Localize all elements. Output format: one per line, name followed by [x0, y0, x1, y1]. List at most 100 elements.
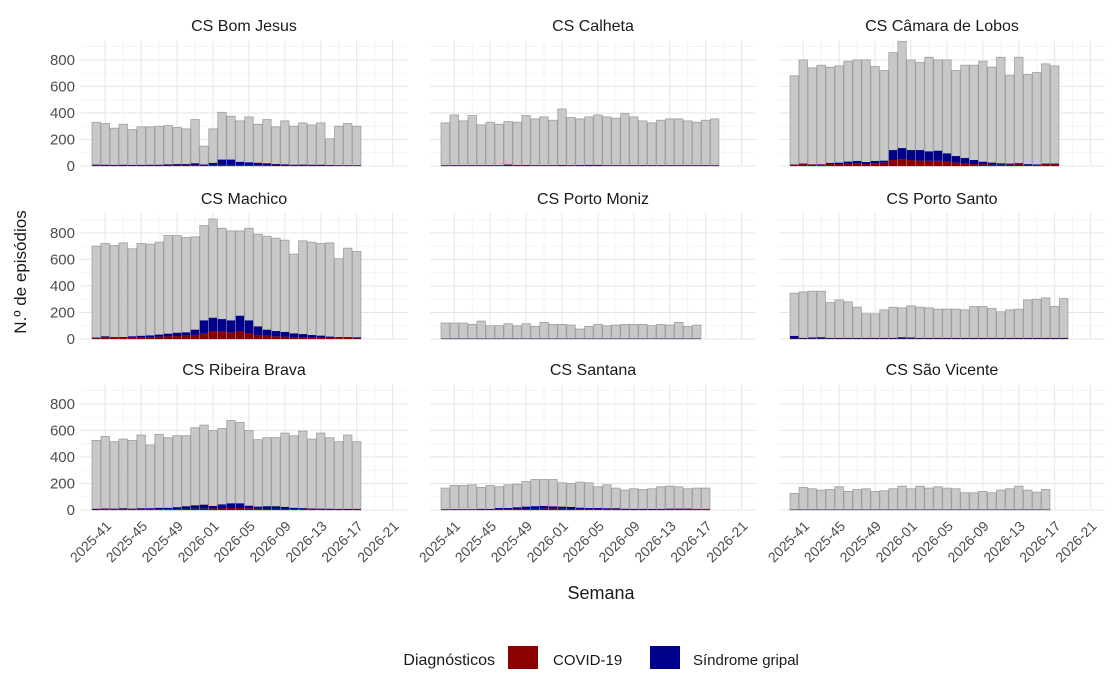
bar-total	[925, 308, 933, 339]
bar-covid	[549, 508, 557, 510]
bar-sindrome-gripal	[1024, 338, 1032, 339]
bar-covid	[119, 165, 127, 166]
facet-title: CS Câmara de Lobos	[865, 18, 1019, 35]
facet-panel: CS São Vicente2025-412025-452025-492026-…	[765, 362, 1105, 565]
bar-covid	[558, 509, 566, 510]
bar-total	[925, 488, 933, 510]
bar-total	[1006, 310, 1014, 339]
bar-sindrome-gripal	[110, 165, 118, 166]
y-tick-label: 200	[50, 475, 75, 492]
bar-covid	[817, 165, 825, 166]
bar-covid	[558, 165, 566, 166]
bar-sindrome-gripal	[594, 508, 602, 509]
legend-label-covid: COVID-19	[553, 652, 622, 669]
bar-total	[335, 259, 343, 339]
bar-total	[119, 243, 127, 339]
bar-sindrome-gripal	[531, 506, 539, 509]
bar-sindrome-gripal	[200, 505, 208, 509]
bar-covid	[907, 160, 915, 166]
bar-covid	[218, 508, 226, 510]
bar-total	[979, 61, 987, 166]
bar-total	[513, 122, 521, 166]
bar-covid	[853, 163, 861, 166]
bar-sindrome-gripal	[299, 334, 307, 337]
bar-covid	[209, 509, 217, 510]
y-tick-label: 0	[67, 331, 75, 348]
bar-sindrome-gripal	[1006, 338, 1014, 339]
bar-total	[639, 121, 647, 166]
bar-covid	[666, 509, 674, 510]
bar-covid	[209, 165, 217, 166]
bar-covid	[119, 338, 127, 339]
bar-total	[648, 123, 656, 166]
bar-sindrome-gripal	[317, 336, 325, 338]
bar-total	[173, 436, 181, 510]
y-tick-label: 0	[67, 502, 75, 519]
bar-total	[889, 489, 897, 510]
bar-sindrome-gripal	[657, 509, 665, 510]
bar-total	[675, 487, 683, 510]
bar-sindrome-gripal	[254, 163, 262, 165]
bar-sindrome-gripal	[290, 508, 298, 509]
bar-covid	[961, 163, 969, 166]
bar-sindrome-gripal	[164, 508, 172, 509]
bar-sindrome-gripal	[281, 332, 289, 337]
bar-covid	[263, 509, 271, 510]
bar-total	[326, 438, 334, 510]
bar-sindrome-gripal	[164, 164, 172, 165]
bar-total	[567, 118, 575, 166]
bar-sindrome-gripal	[898, 337, 906, 338]
bar-covid	[925, 161, 933, 166]
bar-total	[952, 71, 960, 166]
bar-covid	[200, 509, 208, 510]
bar-sindrome-gripal	[101, 509, 109, 510]
bar-covid	[146, 337, 154, 339]
bar-sindrome-gripal	[594, 165, 602, 166]
bar-sindrome-gripal	[576, 508, 584, 510]
bar-covid	[504, 509, 512, 510]
bar-sindrome-gripal	[486, 509, 494, 510]
bar-covid	[272, 336, 280, 339]
y-axis-title: N.º de episódios	[11, 210, 30, 333]
bar-covid	[155, 337, 163, 339]
bar-total	[504, 485, 512, 510]
bar-covid	[603, 509, 611, 510]
facet-panel: CS Calheta	[430, 18, 756, 166]
bar-total	[693, 325, 701, 339]
bar-sindrome-gripal	[146, 508, 154, 509]
bar-total	[907, 489, 915, 510]
bar-total	[290, 254, 298, 339]
bar-total	[799, 292, 807, 339]
bar-covid	[790, 165, 798, 166]
y-tick-label: 400	[50, 449, 75, 466]
bar-total	[450, 323, 458, 339]
bar-sindrome-gripal	[835, 163, 843, 164]
bar-total	[344, 124, 352, 166]
bar-sindrome-gripal	[164, 334, 172, 337]
bar-total	[540, 117, 548, 166]
bar-total	[137, 244, 145, 339]
bar-sindrome-gripal	[889, 338, 897, 339]
bar-total	[513, 484, 521, 510]
bar-total	[495, 124, 503, 166]
bar-covid	[173, 509, 181, 510]
bar-sindrome-gripal	[290, 165, 298, 166]
bar-total	[898, 308, 906, 339]
bar-covid	[281, 337, 289, 339]
bar-total	[862, 489, 870, 510]
bar-total	[254, 440, 262, 510]
bar-total	[173, 236, 181, 339]
bar-total	[603, 117, 611, 166]
bar-total	[934, 487, 942, 510]
bar-covid	[594, 509, 602, 510]
bar-total	[988, 308, 996, 339]
bar-total	[1033, 299, 1041, 339]
bar-sindrome-gripal	[263, 506, 271, 509]
bar-total	[817, 65, 825, 166]
bar-covid	[236, 331, 244, 339]
bar-total	[191, 428, 199, 510]
bar-sindrome-gripal	[916, 150, 924, 161]
bar-total	[1024, 74, 1032, 166]
bar-covid	[191, 509, 199, 510]
